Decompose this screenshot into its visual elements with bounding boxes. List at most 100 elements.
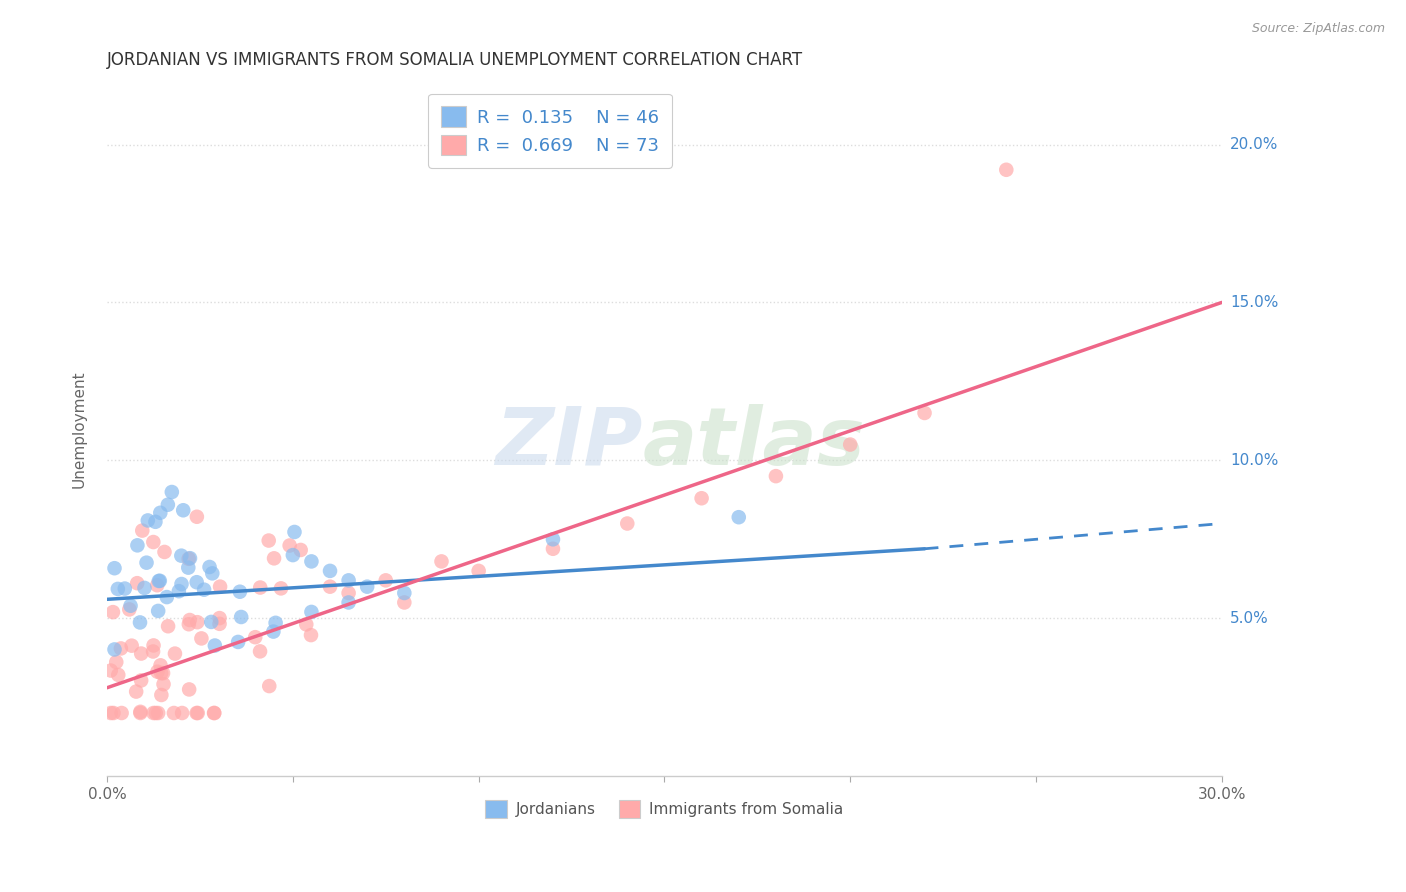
Point: [394, 595, 416, 609]
Text: JORDANIAN VS IMMIGRANTS FROM SOMALIA UNEMPLOYMENT CORRELATION CHART: JORDANIAN VS IMMIGRANTS FROM SOMALIA UNE…: [107, 51, 803, 69]
Point: [249, 581, 271, 595]
Point: [157, 619, 180, 633]
Point: [118, 602, 141, 616]
Point: [186, 575, 208, 590]
Point: [616, 516, 638, 531]
Point: [198, 560, 221, 574]
Point: [765, 469, 787, 483]
Point: [226, 635, 249, 649]
Point: [995, 162, 1018, 177]
Point: [131, 524, 153, 538]
Text: 15.0%: 15.0%: [1230, 295, 1278, 310]
Point: [163, 647, 186, 661]
Point: [152, 677, 174, 691]
Point: [153, 545, 176, 559]
Point: [337, 586, 360, 600]
Point: [146, 706, 169, 720]
Point: [374, 574, 396, 588]
Point: [149, 574, 172, 588]
Point: [170, 549, 193, 563]
Point: [179, 682, 201, 697]
Point: [690, 491, 713, 506]
Point: [283, 524, 305, 539]
Point: [142, 706, 165, 720]
Point: [150, 688, 173, 702]
Point: [295, 617, 318, 632]
Point: [110, 706, 132, 720]
Legend: Jordanians, Immigrants from Somalia: Jordanians, Immigrants from Somalia: [479, 794, 849, 824]
Point: [337, 574, 360, 588]
Text: 5.0%: 5.0%: [1230, 611, 1268, 626]
Point: [110, 641, 132, 656]
Point: [160, 485, 183, 500]
Point: [262, 624, 284, 639]
Point: [145, 706, 167, 720]
Point: [259, 679, 281, 693]
Point: [299, 628, 322, 642]
Point: [127, 576, 149, 591]
Point: [208, 611, 231, 625]
Point: [129, 673, 152, 688]
Point: [114, 582, 136, 596]
Point: [103, 561, 125, 575]
Point: [186, 706, 208, 720]
Point: [177, 560, 200, 574]
Point: [103, 642, 125, 657]
Point: [170, 577, 193, 591]
Point: [100, 706, 122, 720]
Point: [179, 613, 201, 627]
Point: [356, 580, 378, 594]
Point: [290, 543, 312, 558]
Point: [245, 630, 267, 644]
Point: [107, 582, 129, 596]
Point: [163, 706, 186, 720]
Point: [142, 644, 165, 658]
Point: [121, 639, 143, 653]
Point: [105, 655, 128, 669]
Point: [264, 615, 287, 630]
Point: [278, 539, 301, 553]
Point: [281, 548, 304, 562]
Point: [541, 541, 564, 556]
Text: ZIP: ZIP: [495, 404, 643, 482]
Point: [202, 706, 225, 720]
Point: [231, 610, 253, 624]
Point: [727, 510, 749, 524]
Point: [172, 503, 194, 517]
Point: [208, 616, 231, 631]
Point: [135, 556, 157, 570]
Point: [541, 533, 564, 547]
Point: [152, 666, 174, 681]
Point: [149, 506, 172, 520]
Point: [149, 658, 172, 673]
Point: [129, 615, 152, 630]
Point: [129, 647, 152, 661]
Point: [136, 513, 159, 527]
Point: [914, 406, 936, 420]
Point: [467, 564, 489, 578]
Point: [193, 582, 215, 597]
Point: [319, 564, 342, 578]
Point: [839, 437, 862, 451]
Text: Source: ZipAtlas.com: Source: ZipAtlas.com: [1251, 22, 1385, 36]
Point: [101, 605, 124, 619]
Point: [186, 615, 208, 630]
Point: [257, 533, 280, 548]
Point: [186, 509, 208, 524]
Point: [125, 684, 148, 698]
Point: [172, 706, 194, 720]
Point: [142, 639, 165, 653]
Point: [146, 665, 169, 679]
Point: [100, 664, 122, 678]
Point: [263, 551, 285, 566]
Point: [129, 706, 152, 720]
Point: [190, 632, 212, 646]
Point: [120, 599, 142, 613]
Text: 20.0%: 20.0%: [1230, 137, 1278, 152]
Point: [146, 578, 169, 592]
Point: [204, 639, 226, 653]
Point: [201, 566, 224, 581]
Point: [150, 666, 173, 681]
Point: [270, 582, 292, 596]
Point: [142, 535, 165, 549]
